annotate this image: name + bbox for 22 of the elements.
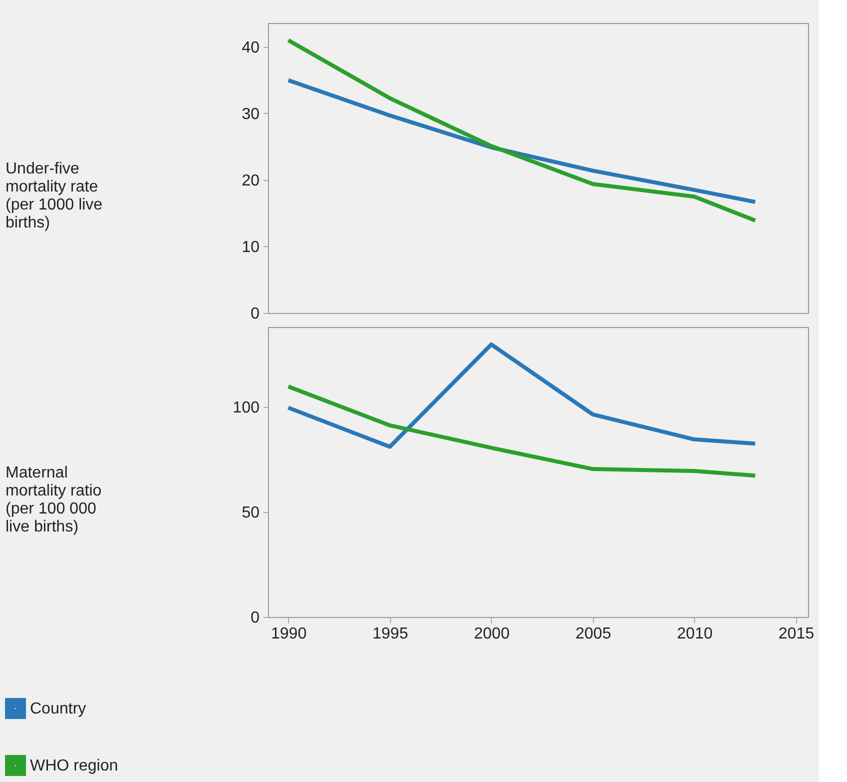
x-tick-label: 2010 xyxy=(677,626,713,642)
legend-label: WHO region xyxy=(30,758,118,774)
x-tick-label: 2000 xyxy=(474,626,510,642)
y-tick-label: 100 xyxy=(232,399,260,416)
y-axis-title: Under-five mortality rate (per 1000 live births) xyxy=(6,160,103,232)
line-series xyxy=(286,384,758,478)
y-tick-label: 0 xyxy=(250,306,260,322)
y-tick-label: 0 xyxy=(250,610,260,626)
x-tick-label: 2005 xyxy=(576,626,612,642)
line-series xyxy=(286,342,758,449)
y-tick-label: 50 xyxy=(242,504,260,522)
y-tick-label: 20 xyxy=(242,172,260,190)
x-tick-label: 1995 xyxy=(372,626,408,642)
y-tick-label: 30 xyxy=(242,106,260,123)
y-axis-title: Maternal mortality ratio (per 100 000 live births) xyxy=(6,464,102,536)
x-tick-label: 1990 xyxy=(271,626,307,642)
y-tick-label: 40 xyxy=(242,39,260,56)
line-series xyxy=(286,78,758,204)
legend-label: Country xyxy=(30,700,86,718)
line-series xyxy=(286,38,758,223)
y-tick-label: 10 xyxy=(242,238,260,256)
x-tick-label: 2015 xyxy=(778,626,814,642)
